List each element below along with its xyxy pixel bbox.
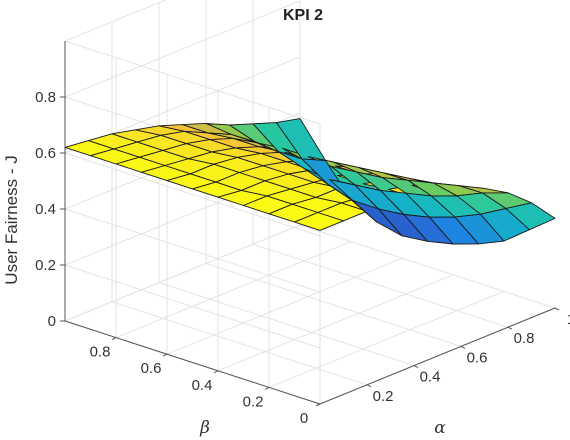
alpha-tick-mark — [507, 326, 513, 330]
side-wall-grid-line — [64, 40, 321, 125]
alpha-tick-label: 0.4 — [420, 369, 441, 386]
beta-tick-mark — [213, 370, 219, 374]
alpha-tick-mark — [460, 345, 466, 349]
surface-facet — [505, 202, 556, 231]
alpha-tick-label: 0.2 — [373, 388, 394, 405]
floor-grid-line — [299, 224, 556, 309]
chart-title: KPI 2 — [283, 7, 323, 24]
alpha-tick-label: 1 — [567, 311, 570, 328]
z-tick-label: 0.6 — [35, 145, 56, 162]
z-tick-label: 0.2 — [35, 257, 56, 274]
alpha-tick-label: 0.8 — [514, 330, 535, 347]
floor-grid-line — [158, 282, 415, 367]
surface-layer — [64, 118, 556, 245]
back-wall-grid-line — [64, 0, 301, 98]
floor-grid-line — [111, 301, 368, 386]
beta-tick-label: 0.8 — [90, 344, 111, 361]
z-tick-label: 0.8 — [35, 89, 56, 106]
beta-tick-mark — [315, 403, 321, 407]
beta-tick-mark — [111, 337, 117, 341]
side-wall-grid-line — [64, 264, 321, 349]
side-wall-grid-line — [64, 208, 321, 293]
floor-grid-line — [217, 274, 454, 372]
beta-tick-label: 0.2 — [243, 393, 264, 410]
floor-grid-line — [268, 290, 505, 388]
beta-tick-mark — [162, 353, 168, 357]
z-tick-label: 0 — [48, 313, 56, 330]
alpha-tick-mark — [413, 365, 419, 369]
beta-tick-mark — [264, 386, 270, 390]
side-wall-grid-line — [64, 152, 321, 237]
axes-layer — [60, 41, 560, 407]
floor-grid-line — [115, 241, 352, 339]
x-axis-label: α — [434, 418, 446, 438]
alpha-tick-mark — [366, 384, 372, 388]
beta-tick-label: 0 — [300, 410, 308, 427]
labels-layer: 0.2 0.4 0.6 0.8 1 0 0.2 0.4 0.6 0.8 0 0.2 0.4 0.6 0.8 — [35, 89, 570, 427]
floor-grid-line — [205, 262, 462, 347]
floor-grid-line — [252, 243, 509, 328]
back-wall-grid-line — [64, 224, 301, 322]
floor-grid-line — [166, 257, 403, 355]
beta-tick-label: 0.4 — [192, 377, 213, 394]
alpha-tick-label: 0.6 — [467, 349, 488, 366]
alpha-tick-mark — [554, 307, 560, 311]
beta-axis-line — [64, 320, 321, 405]
beta-tick-label: 0.6 — [141, 360, 162, 377]
z-axis-label: User Fairness - J — [2, 155, 21, 284]
z-tick-label: 0.4 — [35, 201, 56, 218]
alpha-axis-line — [319, 307, 556, 405]
y-axis-label: β — [199, 418, 210, 438]
back-wall-grid-line — [64, 0, 167, 42]
